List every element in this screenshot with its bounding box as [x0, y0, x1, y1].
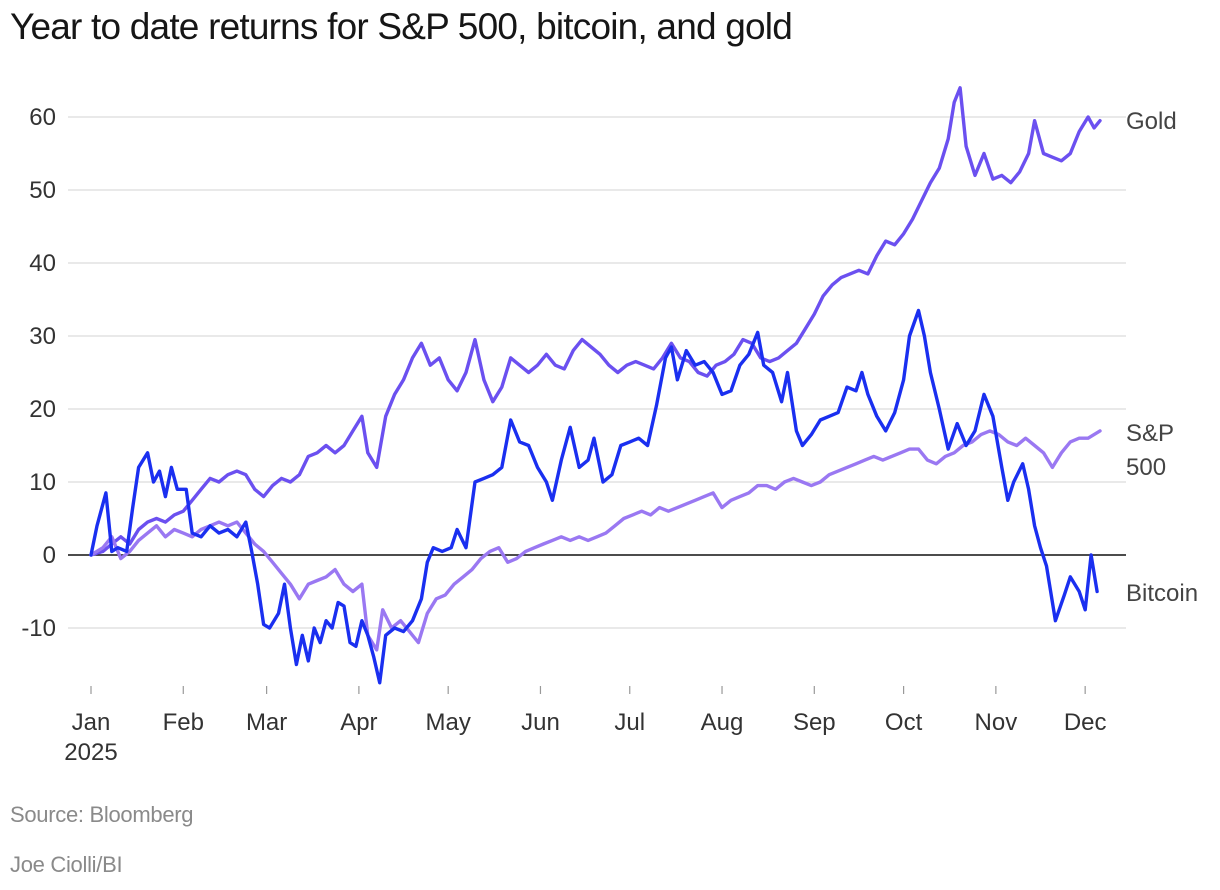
- y-tick-label: 40: [29, 250, 56, 277]
- series-label: S&P: [1126, 420, 1174, 447]
- series-label: Gold: [1126, 108, 1177, 135]
- credit-note: Joe Ciolli/BI: [10, 852, 123, 877]
- y-tick-label: 60: [29, 104, 56, 131]
- series-label: 500: [1126, 454, 1166, 481]
- x-tick-label: Jun: [521, 709, 560, 736]
- series-line-s-p-500: [89, 429, 1102, 652]
- x-tick-label: Nov: [975, 709, 1018, 736]
- y-tick-label: 10: [29, 469, 56, 496]
- series-lines: [89, 86, 1102, 685]
- series-labels: Gold S&P 500 Bitcoin: [1126, 108, 1198, 607]
- x-tick-label: Sep: [793, 709, 836, 736]
- x-tick-label: Mar: [246, 709, 287, 736]
- x-tick-label: Jan: [72, 709, 111, 736]
- y-axis-ticks: -10 0 10 20 30 40 50 60: [21, 104, 56, 642]
- chart-title: Year to date returns for S&P 500, bitcoi…: [10, 6, 793, 47]
- gridlines: [68, 116, 1126, 629]
- y-tick-label: 0: [43, 542, 56, 569]
- x-tick-label: May: [426, 709, 471, 736]
- y-tick-label: 30: [29, 323, 56, 350]
- source-note: Source: Bloomberg: [10, 802, 194, 827]
- x-tick-label: Oct: [885, 709, 923, 736]
- series-line-bitcoin: [89, 308, 1099, 685]
- x-tick-label: Apr: [340, 709, 377, 736]
- x-tick-label: Dec: [1064, 709, 1107, 736]
- x-tick-label: Jul: [614, 709, 645, 736]
- series-label: Bitcoin: [1126, 580, 1198, 607]
- x-axis-ticks: Jan 2025 Feb Mar Apr May Jun Jul Aug Sep Oct Nov Dec: [64, 686, 1107, 766]
- series-line-gold: [89, 86, 1102, 557]
- x-tick-sublabel: 2025: [64, 739, 117, 766]
- y-tick-label: -10: [21, 615, 56, 642]
- x-tick-label: Feb: [163, 709, 204, 736]
- y-tick-label: 20: [29, 396, 56, 423]
- y-tick-label: 50: [29, 177, 56, 204]
- x-tick-label: Aug: [701, 709, 744, 736]
